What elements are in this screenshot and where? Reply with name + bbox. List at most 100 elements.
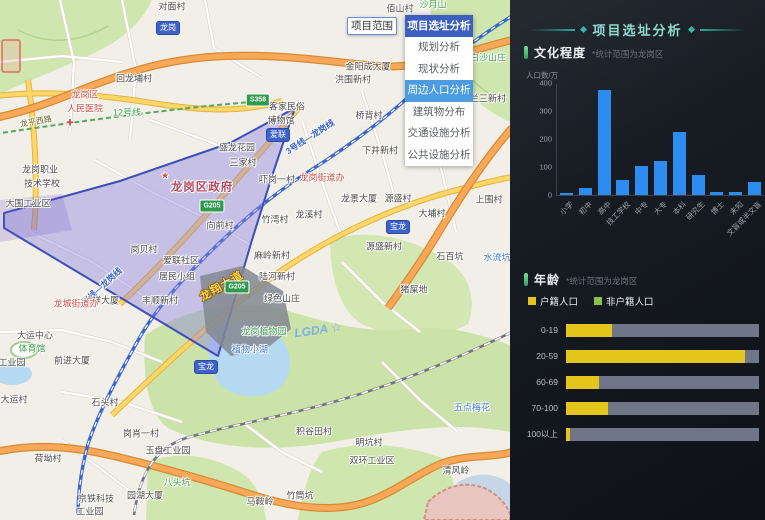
- bar: [691, 175, 705, 195]
- map-label: 岗贝村: [130, 244, 158, 255]
- education-section-header: 文化程度 *统计范围为龙岗区: [524, 44, 663, 61]
- section-marker-icon: [524, 273, 528, 286]
- age-bar-segment: [608, 401, 759, 415]
- age-row: 20-59: [518, 343, 759, 369]
- age-bar-segment: [566, 323, 613, 337]
- dropdown-item[interactable]: 交通设施分析: [405, 123, 473, 145]
- dropdown-item[interactable]: 周边人口分析: [405, 80, 473, 102]
- dropdown-list: 规划分析 现状分析 周边人口分析 建筑物分布 交通设施分析 公共设施分析: [405, 37, 473, 166]
- map-label: 大埔村: [418, 208, 446, 219]
- map-label: 麻岭新村: [253, 250, 291, 261]
- education-ylabel: 人口数/万: [526, 71, 559, 80]
- section-marker-icon: [524, 46, 528, 59]
- map-label: 大围工业区: [5, 198, 51, 209]
- map-label: 石头村: [91, 397, 119, 408]
- project-scope-button[interactable]: 项目范围: [347, 17, 397, 35]
- map-label: 积谷田村: [295, 426, 333, 437]
- legend-label: 户籍人口: [540, 297, 579, 308]
- map-label: 源盛村: [384, 193, 412, 204]
- map-label: 龙城街道办: [53, 298, 99, 309]
- legend-item[interactable]: 非户籍人口: [594, 294, 654, 308]
- title-deco-right: [699, 28, 746, 31]
- map-label: 技术学校: [23, 178, 61, 189]
- bar-column: 本科: [670, 84, 688, 217]
- legend-item[interactable]: 户籍人口: [528, 294, 578, 308]
- dropdown-item[interactable]: 现状分析: [405, 58, 473, 80]
- subdistrict-shade: [200, 266, 291, 356]
- age-note: *统计范围为龙岗区: [566, 276, 638, 286]
- map-label: 沙月山: [419, 0, 447, 10]
- bar: [729, 192, 743, 195]
- map-label: 植物小湖: [231, 344, 269, 355]
- map-label: 丰顺新村: [141, 295, 179, 306]
- y-axis-tick: 400: [539, 78, 552, 88]
- map-label: 前进大厦: [53, 355, 91, 366]
- map-label: 工业园: [76, 506, 104, 517]
- bar: [653, 161, 667, 195]
- map-label: 龙溪村: [295, 209, 323, 220]
- bar: [616, 179, 630, 195]
- age-legend: 户籍人口 非户籍人口: [528, 294, 654, 308]
- age-bar-segment: [566, 349, 746, 363]
- analysis-dropdown: 项目选址分析 规划分析 现状分析 周边人口分析 建筑物分布 交通设施分析 公共设施分析: [405, 15, 473, 166]
- map-label: 荷坳村: [34, 453, 62, 464]
- analysis-panel: 项目选址分析 文化程度 *统计范围为龙岗区 人口数/万 小学 初中 高中 技工学校 中专…: [510, 0, 765, 520]
- map-label: 博物馆: [267, 115, 295, 126]
- bar: [635, 165, 649, 195]
- age-category-label: 20-59: [536, 351, 558, 361]
- map-label: 居民小组: [158, 271, 196, 282]
- map-label: 上围村: [475, 194, 503, 205]
- legend-label: 非户籍人口: [606, 297, 654, 308]
- map-label: 竹湾村: [261, 214, 289, 225]
- metro-station-badge: 宝龙: [194, 360, 218, 374]
- age-category-label: 0-19: [540, 325, 558, 335]
- bar: [559, 192, 573, 195]
- y-axis-tick: 300: [539, 106, 552, 116]
- education-note: *统计范围为龙岗区: [592, 49, 664, 59]
- dropdown-item[interactable]: 建筑物分布: [405, 101, 473, 123]
- map-label: 马鞍岭: [246, 496, 274, 507]
- bar-column: 中专: [633, 84, 651, 217]
- map-label: 龙岗区政府: [170, 181, 234, 194]
- metro-station-badge: 爱联: [266, 128, 290, 142]
- age-section-header: 年龄 *统计范围为龙岗区: [524, 271, 637, 288]
- map-label: 园湖大厦: [126, 490, 164, 501]
- map-label: 陆河新村: [258, 271, 296, 282]
- legend-swatch-icon: [528, 297, 536, 305]
- map-label: 源盛新村: [365, 241, 403, 252]
- dropdown-header-site-analysis[interactable]: 项目选址分析: [405, 15, 473, 37]
- map-label: 岗肖一村: [122, 428, 160, 439]
- map-label: 玉盘工业园: [145, 445, 191, 456]
- map-label: 下井新村: [361, 145, 399, 156]
- map-label: 龙岗植物园: [241, 326, 287, 337]
- bar: [597, 90, 611, 195]
- age-category-label: 70-100: [531, 403, 558, 413]
- age-bar-segment: [612, 323, 759, 337]
- map-label: 佰山村: [386, 3, 414, 14]
- bar-column: 小学: [557, 84, 575, 217]
- map-label: 八头坑: [163, 477, 191, 488]
- bar: [710, 191, 724, 195]
- bar: [672, 132, 686, 195]
- x-axis-label: 中专: [633, 199, 651, 217]
- bar-column: 研究生: [685, 84, 707, 222]
- age-bar-segment: [569, 427, 759, 441]
- bar-column: 文盲或半文盲: [725, 84, 764, 238]
- title-deco-left: [529, 28, 576, 31]
- bar-column: 未知: [727, 84, 745, 217]
- map-label: 猪屎地: [400, 284, 428, 295]
- map-label: 双环工业区: [349, 455, 395, 466]
- age-bar-track: [566, 323, 759, 337]
- dropdown-item[interactable]: 公共设施分析: [405, 144, 473, 166]
- dropdown-item[interactable]: 规划分析: [405, 37, 473, 59]
- map-label: 对面村: [158, 1, 186, 12]
- bar-column: 高中: [595, 84, 613, 217]
- bar-column: 博士: [708, 84, 726, 217]
- map-label: 五点梅花: [453, 402, 491, 413]
- map-label: 12号线: [112, 107, 142, 118]
- map-label: 桥背村: [355, 110, 383, 121]
- bar: [578, 188, 592, 195]
- map-label: 大运中心: [16, 330, 54, 341]
- map-label: ✚: [66, 117, 74, 128]
- age-stacked-chart: 0-19 20-59 60-69 70-100 100以上: [518, 317, 759, 447]
